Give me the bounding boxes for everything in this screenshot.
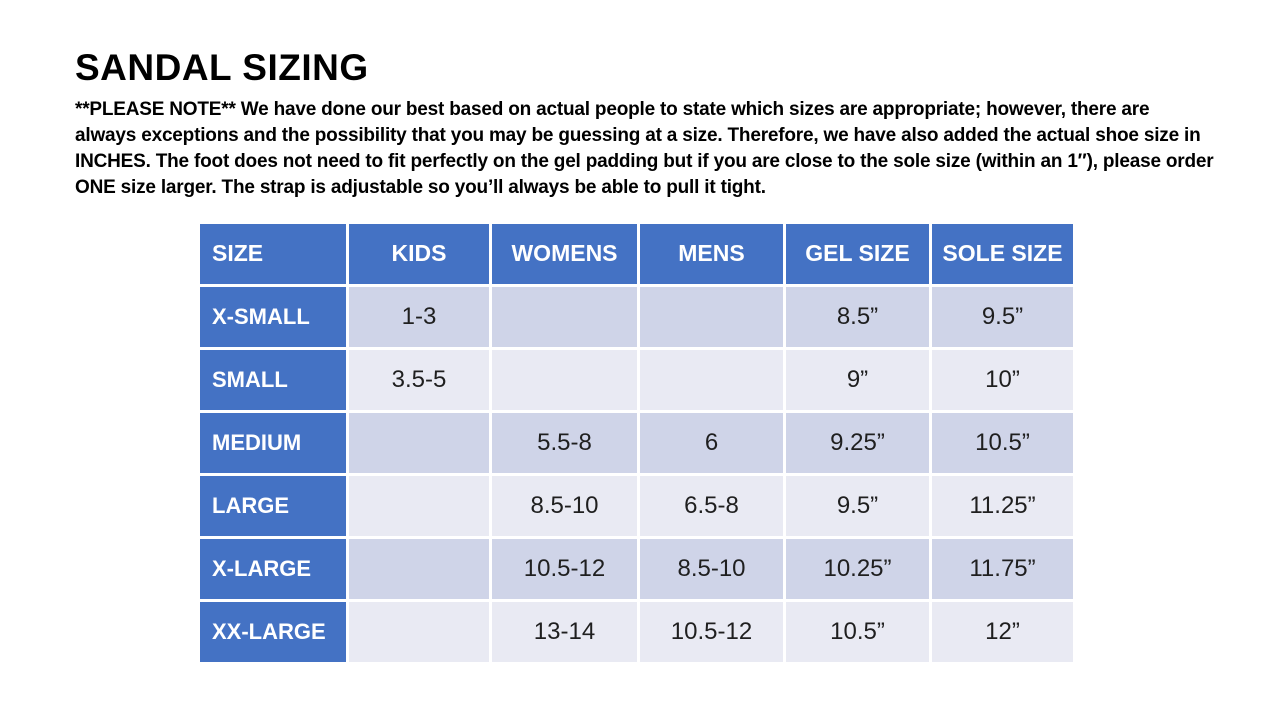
row-label: X-LARGE <box>200 538 346 599</box>
col-header-kids: KIDS <box>349 223 489 284</box>
header-row: SIZE KIDS WOMENS MENS GEL SIZE SOLE SIZE <box>200 223 1073 284</box>
cell-gel-size: 9” <box>786 349 929 410</box>
cell-womens <box>492 349 637 410</box>
cell-sole-size: 11.25” <box>932 475 1073 536</box>
cell-kids <box>349 601 489 662</box>
row-label: SMALL <box>200 349 346 410</box>
cell-womens: 10.5-12 <box>492 538 637 599</box>
cell-womens: 8.5-10 <box>492 475 637 536</box>
sandal-sizing-table: SIZE KIDS WOMENS MENS GEL SIZE SOLE SIZE… <box>197 220 1076 665</box>
row-label: XX-LARGE <box>200 601 346 662</box>
table-row-x-large: X-LARGE 10.5-12 8.5-10 10.25” 11.75” <box>200 538 1073 599</box>
row-label: LARGE <box>200 475 346 536</box>
table-row-x-small: X-SMALL 1-3 8.5” 9.5” <box>200 286 1073 347</box>
cell-sole-size: 10.5” <box>932 412 1073 473</box>
cell-mens: 10.5-12 <box>640 601 783 662</box>
cell-womens <box>492 286 637 347</box>
row-label: MEDIUM <box>200 412 346 473</box>
cell-kids <box>349 475 489 536</box>
cell-kids: 1-3 <box>349 286 489 347</box>
page-title: SANDAL SIZING <box>75 47 369 88</box>
table-row-large: LARGE 8.5-10 6.5-8 9.5” 11.25” <box>200 475 1073 536</box>
cell-gel-size: 8.5” <box>786 286 929 347</box>
table-row-small: SMALL 3.5-5 9” 10” <box>200 349 1073 410</box>
cell-kids <box>349 538 489 599</box>
cell-womens: 13-14 <box>492 601 637 662</box>
cell-sole-size: 11.75” <box>932 538 1073 599</box>
row-label: X-SMALL <box>200 286 346 347</box>
cell-gel-size: 10.5” <box>786 601 929 662</box>
cell-mens: 8.5-10 <box>640 538 783 599</box>
cell-gel-size: 9.5” <box>786 475 929 536</box>
table-row-medium: MEDIUM 5.5-8 6 9.25” 10.5” <box>200 412 1073 473</box>
cell-mens <box>640 286 783 347</box>
please-note-paragraph: **PLEASE NOTE** We have done our best ba… <box>75 98 1214 198</box>
cell-mens <box>640 349 783 410</box>
cell-gel-size: 10.25” <box>786 538 929 599</box>
col-header-sole-size: SOLE SIZE <box>932 223 1073 284</box>
cell-kids <box>349 412 489 473</box>
table-row-xx-large: XX-LARGE 13-14 10.5-12 10.5” 12” <box>200 601 1073 662</box>
cell-mens: 6.5-8 <box>640 475 783 536</box>
cell-gel-size: 9.25” <box>786 412 929 473</box>
cell-sole-size: 10” <box>932 349 1073 410</box>
cell-mens: 6 <box>640 412 783 473</box>
cell-sole-size: 12” <box>932 601 1073 662</box>
col-header-size: SIZE <box>200 223 346 284</box>
table-header: SIZE KIDS WOMENS MENS GEL SIZE SOLE SIZE <box>200 223 1073 284</box>
col-header-gel-size: GEL SIZE <box>786 223 929 284</box>
col-header-womens: WOMENS <box>492 223 637 284</box>
cell-womens: 5.5-8 <box>492 412 637 473</box>
cell-kids: 3.5-5 <box>349 349 489 410</box>
cell-sole-size: 9.5” <box>932 286 1073 347</box>
col-header-mens: MENS <box>640 223 783 284</box>
